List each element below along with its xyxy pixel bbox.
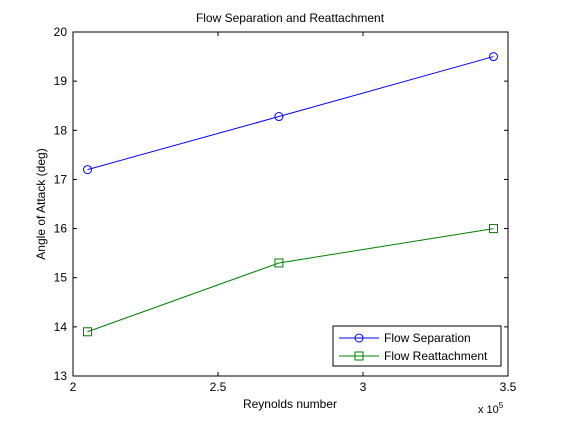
x-tick-label: 2	[70, 380, 77, 394]
data-point-flow-reattachment	[83, 327, 92, 337]
x-axis-multiplier: x 105	[478, 401, 504, 416]
y-tick-label: 18	[54, 123, 68, 137]
x-tick-label: 3.5	[500, 380, 517, 394]
x-axis-label: Reynolds number	[243, 397, 337, 411]
legend-label-flow-reattachment: Flow Reattachment	[384, 349, 488, 363]
legend-marker-circle	[354, 333, 364, 343]
legend-label-flow-separation: Flow Separation	[384, 331, 471, 345]
legend-box	[332, 325, 502, 367]
y-tick-label: 19	[54, 74, 68, 88]
x-tick-label: 3	[360, 380, 367, 394]
x-tick-label: 2.5	[210, 380, 227, 394]
y-tick-label: 20	[54, 25, 68, 39]
x-axis-multiplier-base: x 10	[478, 404, 499, 416]
data-point-flow-reattachment	[274, 258, 284, 268]
legend-marker-square	[354, 351, 364, 361]
y-tick-label: 16	[54, 222, 68, 236]
y-tick-label: 17	[54, 172, 68, 186]
series-line-flow-separation	[87, 56, 494, 171]
x-axis-multiplier-exponent: 5	[499, 401, 504, 410]
data-point-flow-reattachment	[489, 224, 498, 234]
data-point-flow-separation	[274, 112, 284, 122]
y-tick-label: 15	[54, 271, 68, 285]
chart-title: Flow Separation and Reattachment	[196, 11, 385, 25]
plot-frame	[72, 31, 509, 377]
data-point-flow-separation	[489, 52, 498, 62]
legend: Flow Separation Flow Reattachment	[332, 325, 502, 367]
y-tick-label: 13	[54, 369, 68, 383]
y-axis-label: Angle of Attack (deg)	[34, 148, 48, 259]
y-tick-label: 14	[54, 320, 68, 334]
data-point-flow-separation	[83, 165, 92, 175]
plot-area	[73, 32, 508, 376]
series-line-flow-reattachment	[87, 228, 494, 333]
